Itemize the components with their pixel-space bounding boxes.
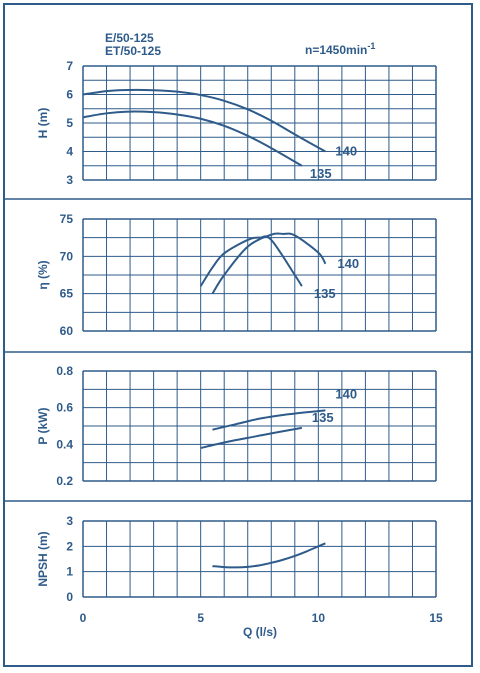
y-tick-label: 0.8 [56,364,73,378]
y-tick-label: 0.6 [56,401,73,415]
y-tick-label: 0.4 [56,437,73,451]
y-tick-label: 0.2 [56,474,73,488]
y-tick-label: 1 [66,565,73,579]
y-tick-label: 60 [60,324,74,338]
y-axis-label: P (kW) [36,407,50,444]
x-tick-label: 0 [80,611,87,625]
chart-frame [3,3,473,667]
y-tick-label: 70 [60,249,74,263]
speed-label: n=1450min-1 [305,41,375,57]
y-tick-label: 6 [66,88,73,102]
series-line-140 [82,88,326,153]
x-tick-label: 5 [197,611,204,625]
series-label-140: 140 [337,256,359,271]
y-axis-label: η (%) [36,260,50,289]
y-tick-label: 3 [66,173,73,187]
series-line-135 [199,235,303,287]
model-label-1: E/50-125 [105,31,154,45]
y-tick-label: 2 [66,539,73,553]
y-tick-label: 65 [60,287,74,301]
y-tick-label: 3 [66,514,73,528]
series-label-135: 135 [312,410,334,425]
series-line-135 [200,426,303,449]
y-tick-label: 0 [66,590,73,604]
y-tick-label: 4 [66,145,73,159]
x-tick-label: 15 [429,611,443,625]
y-tick-label: 7 [66,59,73,73]
series-label-135: 135 [314,286,336,301]
series-label-135: 135 [310,166,332,181]
x-axis-label: Q (l/s) [243,625,277,639]
series-line-140 [212,409,326,431]
model-label-2: ET/50-125 [105,44,161,58]
series-label-140: 140 [335,386,357,401]
y-axis-label: H (m) [36,108,50,139]
series-label-140: 140 [335,144,357,159]
series-line-npsh [212,542,326,569]
y-tick-label: 75 [60,212,74,226]
x-tick-label: 10 [312,611,326,625]
y-tick-label: 5 [66,116,73,130]
series-line-135 [82,110,303,167]
y-axis-label: NPSH (m) [36,531,50,586]
series-line-140 [211,232,327,295]
